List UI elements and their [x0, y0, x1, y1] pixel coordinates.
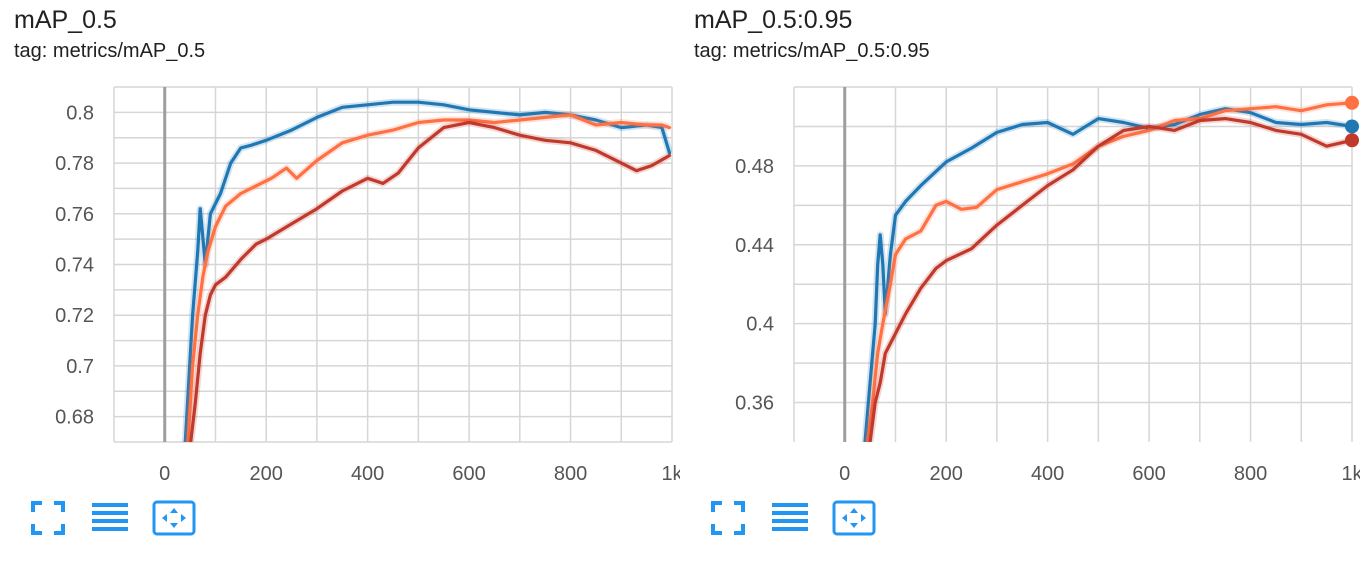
series-end-marker [1345, 119, 1359, 134]
chart-area: 0.68 0.7 0.72 0.74 0.76 0.78 0.8 0 200 400 600 800 1… [55, 86, 680, 485]
x-tick-label: 1k [1341, 463, 1360, 485]
chart-area: 0.36 0.4 0.44 0.48 0 200 400 600 800 1k [735, 86, 1360, 485]
x-tick-label: 200 [249, 463, 282, 485]
fullscreen-button[interactable] [30, 500, 66, 536]
y-tick-label: 0.78 [55, 153, 94, 175]
series-line-halo [861, 105, 1352, 442]
chart-tag: tag: metrics/mAP_0.5 [14, 40, 206, 62]
series-end-marker [1345, 95, 1359, 110]
fit-domain-button[interactable] [832, 500, 876, 536]
fit-domain-icon [832, 500, 876, 536]
fullscreen-icon [711, 501, 745, 535]
chart-title: mAP_0.5 [14, 6, 117, 34]
chart-card-map-05: mAP_0.5 tag: metrics/mAP_0.5 0.68 0.7 0.72… [0, 0, 680, 568]
toggle-data-table-button[interactable] [770, 500, 808, 536]
y-tick-label: 0.36 [735, 393, 774, 415]
x-tick-label: 400 [1031, 463, 1064, 485]
series-group [861, 99, 1352, 442]
x-tick-label: 0 [159, 463, 170, 485]
chart-title: mAP_0.5:0.95 [694, 6, 853, 34]
series-group [181, 98, 672, 442]
fit-domain-button[interactable] [152, 500, 196, 536]
series-line [866, 101, 1352, 442]
series-line [183, 100, 672, 442]
series-line [863, 107, 1352, 442]
y-tick-label: 0.74 [55, 255, 94, 277]
y-tick-label: 0.48 [735, 156, 774, 178]
chart-card-map-05-095: mAP_0.5:0.95 tag: metrics/mAP_0.5:0.95 0… [680, 0, 1360, 568]
y-tick-label: 0.44 [735, 235, 774, 257]
y-tick-label: 0.7 [66, 356, 94, 378]
y-tick-label: 0.8 [66, 102, 94, 124]
line-chart-map-05-095[interactable]: 0.36 0.4 0.44 0.48 0 200 400 600 800 1k [680, 0, 1360, 500]
x-tick-label: 200 [929, 463, 962, 485]
x-tick-label: 800 [554, 463, 587, 485]
series-line [868, 116, 1352, 442]
x-tick-label: 0 [839, 463, 850, 485]
fit-domain-icon [152, 500, 196, 536]
toggle-data-table-button[interactable] [90, 500, 128, 536]
series-line-halo [184, 111, 671, 442]
chart-tag: tag: metrics/mAP_0.5:0.95 [694, 40, 930, 62]
fullscreen-icon [31, 501, 65, 535]
series-end-marker [1345, 133, 1359, 148]
x-tick-label: 400 [351, 463, 384, 485]
data-table-icon [772, 503, 808, 531]
fullscreen-button[interactable] [710, 500, 746, 536]
series-line [186, 113, 672, 442]
y-tick-label: 0.4 [746, 314, 774, 336]
y-tick-label: 0.72 [55, 305, 94, 327]
data-table-icon [92, 503, 128, 531]
series-line-halo [187, 119, 672, 442]
series-line [189, 120, 672, 442]
line-chart-map-05[interactable]: 0.68 0.7 0.72 0.74 0.76 0.78 0.8 0 200 400 600 800 1… [0, 0, 680, 500]
x-tick-label: 1k [661, 463, 680, 485]
series-line-halo [864, 99, 1352, 442]
y-tick-label: 0.68 [55, 407, 94, 429]
y-tick-label: 0.76 [55, 204, 94, 226]
x-tick-label: 600 [1132, 463, 1165, 485]
x-tick-label: 800 [1234, 463, 1267, 485]
x-tick-label: 600 [452, 463, 485, 485]
